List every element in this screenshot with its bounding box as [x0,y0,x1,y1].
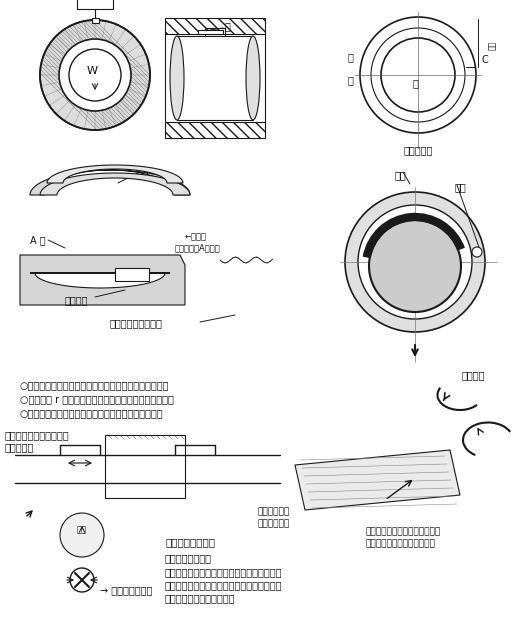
Circle shape [345,192,485,332]
Polygon shape [30,170,190,195]
Text: 油の流れが発生しない様: 油の流れが発生しない様 [5,430,70,440]
Text: 油: 油 [225,21,231,31]
Text: が発生しない構造とする。: が発生しない構造とする。 [165,593,236,603]
Text: 油切みぞ: 油切みぞ [65,295,89,305]
Ellipse shape [246,36,260,120]
Text: 軸受: 軸受 [488,40,497,50]
Polygon shape [47,165,183,183]
Circle shape [358,205,472,319]
Text: すべり軸受の構造例: すべり軸受の構造例 [110,318,163,328]
Polygon shape [20,255,185,305]
Text: だらかな傍斜面）が特に必要: だらかな傍斜面）が特に必要 [365,539,435,548]
Text: 油道: 油道 [395,170,407,180]
Text: 油穴: 油穴 [455,182,467,192]
Text: ○角部には r をつける。・・・油の引込をスムーズに。: ○角部には r をつける。・・・油の引込をスムーズに。 [20,394,174,404]
Text: 仕上げる。: 仕上げる。 [5,442,35,452]
Bar [77,0,113,9]
Ellipse shape [170,36,184,120]
Text: 給油口: 給油口 [86,0,104,7]
Text: よる当り取り: よる当り取り [258,519,290,528]
Text: メタル軸受に接触する部位の研削はブランジ: メタル軸受に接触する部位の研削はブランジ [165,567,282,577]
Bar [198,30,223,34]
Polygon shape [295,450,460,510]
Bar [165,122,265,138]
Bar [92,18,99,23]
Text: ○回転方向と直角にする。・・・・全幅に油をまわす。: ○回転方向と直角にする。・・・・全幅に油をまわす。 [20,380,169,390]
Text: メタル軸受の注意: メタル軸受の注意 [165,537,215,547]
Circle shape [40,20,150,130]
Text: 油穴: 油穴 [142,168,154,178]
Polygon shape [30,273,170,288]
Polygon shape [40,173,190,195]
Bar [165,18,265,34]
Text: 受: 受 [347,75,353,85]
Text: W: W [87,66,98,76]
Text: ○幅一杯に切らない。・・・油・圧力を逃がさない。: ○幅一杯に切らない。・・・油・圧力を逃がさない。 [20,408,164,418]
Circle shape [472,247,482,257]
Text: ←油溜り: ←油溜り [185,233,207,242]
Text: 軸受すきま: 軸受すきま [404,145,433,155]
Text: ブランジ研削仕上: ブランジ研削仕上 [165,553,212,563]
Text: 油みぞ: 油みぞ [124,269,140,278]
Circle shape [59,39,131,111]
Bar [105,435,185,498]
Text: フェルト︲A部詳細: フェルト︲A部詳細 [175,243,221,252]
Circle shape [369,220,461,312]
Text: 軸: 軸 [347,52,353,62]
Text: 箋乗キサゲに: 箋乗キサゲに [258,507,290,516]
Text: 油を呼び込むための面取り（な: 油を呼び込むための面取り（な [365,527,440,536]
Text: 回転方向: 回転方向 [462,370,485,380]
Text: 砲石: 砲石 [77,525,87,535]
Text: （押し付け）研削仕上げを行い、ネジポンプ: （押し付け）研削仕上げを行い、ネジポンプ [165,580,282,590]
Bar [115,268,149,281]
Circle shape [60,513,104,557]
Text: 軸: 軸 [412,78,418,88]
Text: → スライドしない: → スライドしない [100,585,152,595]
Text: C: C [481,55,488,65]
Text: A 部: A 部 [30,235,46,245]
